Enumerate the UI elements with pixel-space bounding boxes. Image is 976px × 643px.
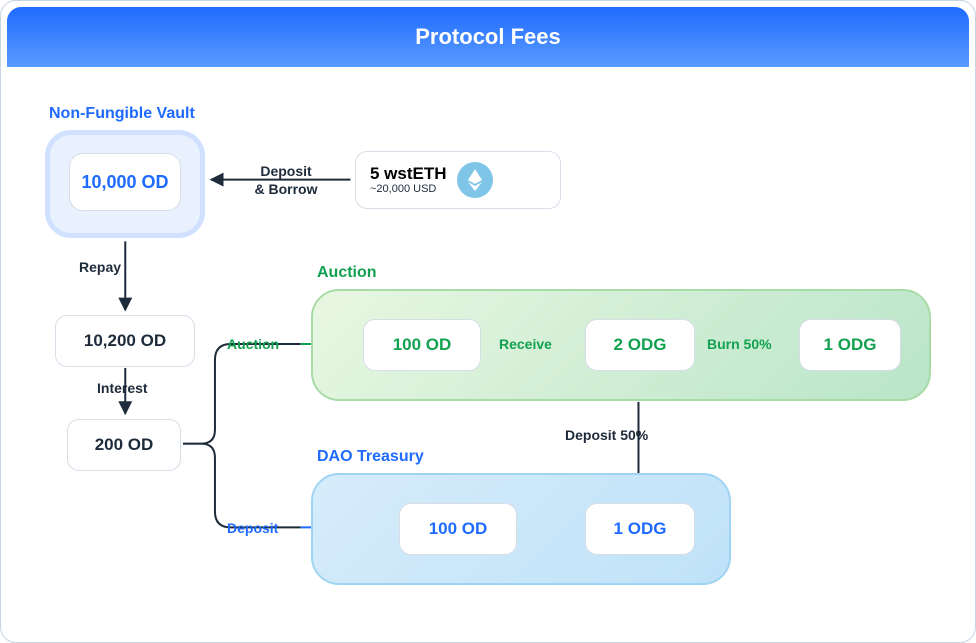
diagram-card: Protocol Fees	[0, 0, 976, 643]
wsteth-box: 5 wstETH ~20,000 USD	[355, 151, 561, 209]
burn50-label: Burn 50%	[707, 336, 772, 354]
deposit-edge-label: Deposit	[227, 520, 278, 538]
treasury-100od-box: 100 OD	[399, 503, 517, 555]
header-title: Protocol Fees	[415, 24, 560, 50]
wsteth-text: 5 wstETH ~20,000 USD	[370, 164, 447, 196]
repay-label: Repay	[79, 259, 121, 277]
auction-2odg-box: 2 ODG	[585, 319, 695, 371]
card-header: Protocol Fees	[7, 7, 969, 67]
repay-amount-box: 10,200 OD	[55, 315, 195, 367]
eth-icon	[457, 162, 493, 198]
auction-2odg: 2 ODG	[614, 335, 667, 355]
diagram-area: Non-Fungible Vault Auction DAO Treasury …	[1, 67, 975, 642]
treasury-1odg-box: 1 ODG	[585, 503, 695, 555]
wsteth-usd: ~20,000 USD	[370, 183, 447, 196]
auction-1odg: 1 ODG	[824, 335, 877, 355]
vault-amount: 10,000 OD	[81, 172, 168, 193]
receive-label: Receive	[499, 336, 552, 354]
auction-section-title: Auction	[317, 264, 377, 282]
treasury-1odg: 1 ODG	[614, 519, 667, 539]
auction-edge-label: Auction	[227, 336, 279, 354]
vault-amount-box: 10,000 OD	[69, 153, 181, 211]
auction-100od: 100 OD	[393, 335, 452, 355]
auction-100od-box: 100 OD	[363, 319, 481, 371]
deposit-borrow-l2: & Borrow	[255, 181, 318, 197]
interest-amount-box: 200 OD	[67, 419, 181, 471]
deposit-borrow-l1: Deposit	[260, 163, 311, 179]
treasury-section-title: DAO Treasury	[317, 448, 424, 466]
treasury-100od: 100 OD	[429, 519, 488, 539]
deposit50-label: Deposit 50%	[565, 427, 648, 445]
repay-amount: 10,200 OD	[84, 331, 166, 351]
deposit-borrow-label: Deposit & Borrow	[241, 163, 331, 198]
interest-label: Interest	[97, 380, 148, 398]
interest-amount: 200 OD	[95, 435, 154, 455]
vault-section-title: Non-Fungible Vault	[49, 105, 195, 123]
wsteth-amount: 5 wstETH	[370, 164, 447, 184]
auction-1odg-box: 1 ODG	[799, 319, 901, 371]
